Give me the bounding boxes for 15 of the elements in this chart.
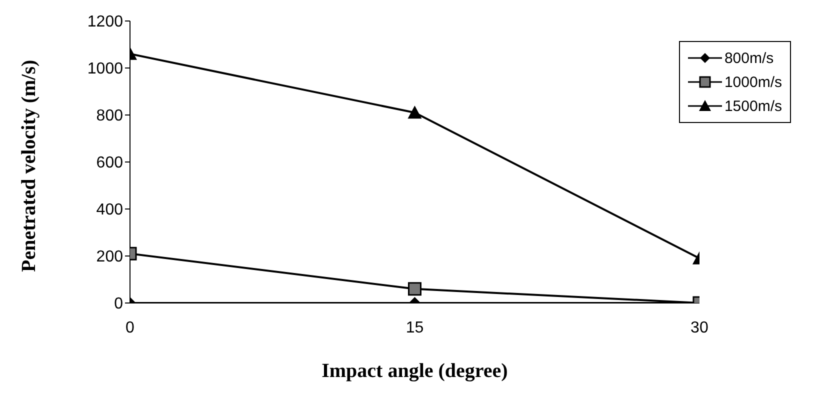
legend-label: 1500m/s (724, 98, 782, 114)
x-tick-label: 0 (126, 319, 135, 336)
x-tick-label: 30 (690, 319, 708, 336)
y-axis-title: Penetrated velocity (m/s) (18, 60, 40, 272)
y-tick-label: 200 (96, 248, 124, 266)
x-tick-label: 15 (406, 319, 424, 336)
legend-label: 1000m/s (724, 74, 782, 90)
y-tick-label: 0 (114, 296, 124, 313)
y-tick-label: 800 (96, 108, 124, 125)
x-axis-title: Impact angle (degree) (322, 360, 508, 382)
legend-label: 800m/s (724, 50, 774, 66)
y-tick-label: 600 (96, 154, 124, 172)
y-tick-label: 1000 (87, 60, 124, 78)
y-tick-label: 400 (96, 202, 124, 219)
y-tick-label: 1200 (87, 14, 124, 31)
